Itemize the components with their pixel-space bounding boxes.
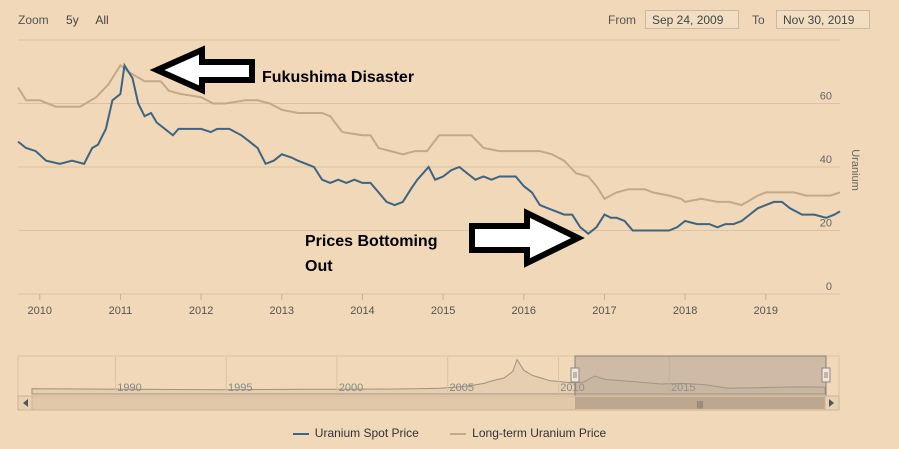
x-tick-label: 2010: [28, 305, 52, 317]
navigator-tick-label: 2010: [560, 382, 584, 394]
y-tick-label: 0: [826, 281, 832, 293]
y-axis: 0 20 40 60: [820, 91, 832, 294]
from-date-input[interactable]: Sep 24, 2009: [645, 10, 739, 29]
zoom-controls: Zoom 5y All: [18, 13, 123, 27]
legend-item-longterm[interactable]: Long-term Uranium Price: [450, 426, 606, 440]
series-line-long-term-uranium-price: [17, 63, 841, 207]
y-tick-label: 60: [820, 91, 832, 103]
x-tick-label: 2011: [109, 305, 133, 317]
navigator-right-handle[interactable]: [821, 367, 831, 383]
to-label: To: [752, 13, 765, 27]
navigator-tick-label: 2000: [339, 382, 363, 394]
legend-item-spot[interactable]: Uranium Spot Price: [292, 426, 419, 440]
x-tick-label: 2018: [673, 305, 697, 317]
x-tick-label: 2017: [592, 305, 616, 317]
x-tick-label: 2019: [754, 305, 778, 317]
from-label: From: [608, 13, 636, 27]
navigator-left-handle[interactable]: [570, 367, 580, 383]
navigator-tick-label: 2015: [671, 382, 695, 394]
scrollbar-thumb[interactable]: [575, 397, 826, 409]
zoom-label: Zoom: [18, 13, 49, 27]
x-tick-label: 2015: [431, 305, 455, 317]
y-tick-label: 20: [820, 218, 832, 230]
to-date-input[interactable]: Nov 30, 2019: [776, 10, 870, 29]
annotation-bottom-line1: Prices Bottoming: [305, 233, 437, 250]
x-tick-label: 2016: [512, 305, 536, 317]
legend-label-longterm: Long-term Uranium Price: [472, 426, 607, 440]
annotation-arrow-left: [149, 45, 255, 95]
navigator-tick-label: 2005: [449, 382, 473, 394]
navigator-x-axis: 1990 1995 2000 2005 2010 2015: [114, 357, 695, 394]
legend-swatch-spot: [292, 432, 309, 435]
legend-label-spot: Uranium Spot Price: [314, 426, 419, 440]
annotation-bottom-line2: Out: [305, 258, 333, 275]
y-tick-label: 40: [820, 154, 832, 166]
legend-swatch-longterm: [450, 432, 467, 435]
x-tick-label: 2014: [350, 305, 374, 317]
navigator-tick-label: 1990: [117, 382, 141, 394]
navigator-area: [31, 358, 826, 395]
zoom-5y-button[interactable]: 5y: [66, 13, 79, 27]
x-tick-label: 2013: [270, 305, 294, 317]
scrollbar-grip-icon: |||: [697, 400, 703, 409]
navigator[interactable]: 1990 1995 2000 2005 2010 2015 |||: [17, 355, 840, 411]
y-axis-label: Uranium: [849, 149, 861, 191]
legend: Uranium Spot Price Long-term Uranium Pri…: [0, 426, 899, 440]
annotation-fukushima: Fukushima Disaster: [262, 69, 414, 86]
scroll-right-button[interactable]: [824, 395, 840, 411]
annotation-arrow-right: [469, 208, 585, 268]
scroll-left-button[interactable]: [17, 395, 33, 411]
navigator-tick-label: 1995: [228, 382, 252, 394]
x-tick-label: 2012: [189, 305, 213, 317]
navigator-selection[interactable]: [574, 355, 827, 397]
zoom-all-button[interactable]: All: [95, 13, 109, 27]
x-axis: 2010 2011 2012 2013 2014 2015 2016 2017 2018 2019: [28, 294, 778, 317]
series-line-uranium-spot-price: [17, 62, 841, 235]
